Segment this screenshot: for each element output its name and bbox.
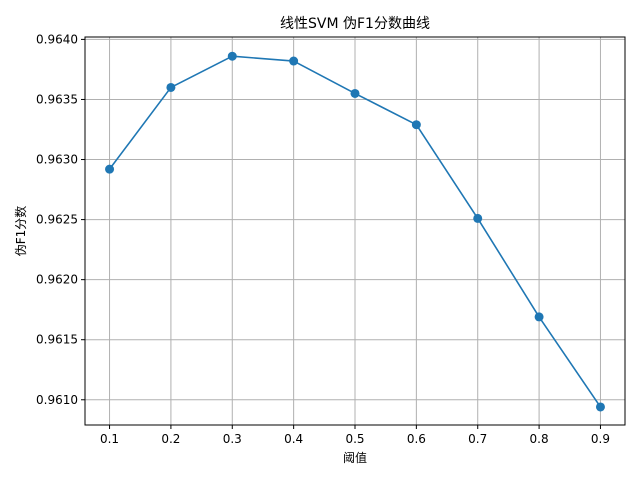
- x-tick-label: 0.2: [161, 432, 180, 446]
- grid: [85, 37, 625, 425]
- x-tick-label: 0.1: [100, 432, 119, 446]
- y-tick-label: 0.9625: [36, 213, 78, 227]
- x-axis-label: 阈值: [343, 450, 367, 465]
- y-tick-label: 0.9640: [36, 32, 78, 46]
- data-point: [534, 312, 544, 322]
- data-point: [411, 120, 421, 130]
- y-tick-label: 0.9630: [36, 153, 78, 167]
- data-point: [105, 164, 115, 174]
- chart-title: 线性SVM 伪F1分数曲线: [280, 16, 430, 32]
- x-tick-label: 0.4: [284, 432, 303, 446]
- y-tick-label: 0.9620: [36, 273, 78, 287]
- data-point: [289, 56, 299, 66]
- x-tick-label: 0.5: [345, 432, 364, 446]
- x-tick-label: 0.6: [407, 432, 426, 446]
- y-tick-label: 0.9635: [36, 92, 78, 106]
- x-tick-label: 0.9: [591, 432, 610, 446]
- data-point: [350, 88, 360, 98]
- y-tick-label: 0.9615: [36, 333, 78, 347]
- series-layer: [105, 51, 605, 412]
- axis-ticks: 0.1 0.2 0.3 0.4 0.5 0.6 0.7 0.8 0.9 0.9610 0.9615 0…: [36, 32, 610, 446]
- y-tick-label: 0.9610: [36, 393, 78, 407]
- x-tick-label: 0.3: [223, 432, 242, 446]
- x-tick-label: 0.7: [468, 432, 487, 446]
- y-axis-label: 伪F1分数: [13, 206, 28, 257]
- data-point: [166, 82, 176, 92]
- x-tick-label: 0.8: [530, 432, 549, 446]
- data-point: [473, 213, 483, 223]
- data-point: [595, 402, 605, 412]
- data-point: [227, 51, 237, 61]
